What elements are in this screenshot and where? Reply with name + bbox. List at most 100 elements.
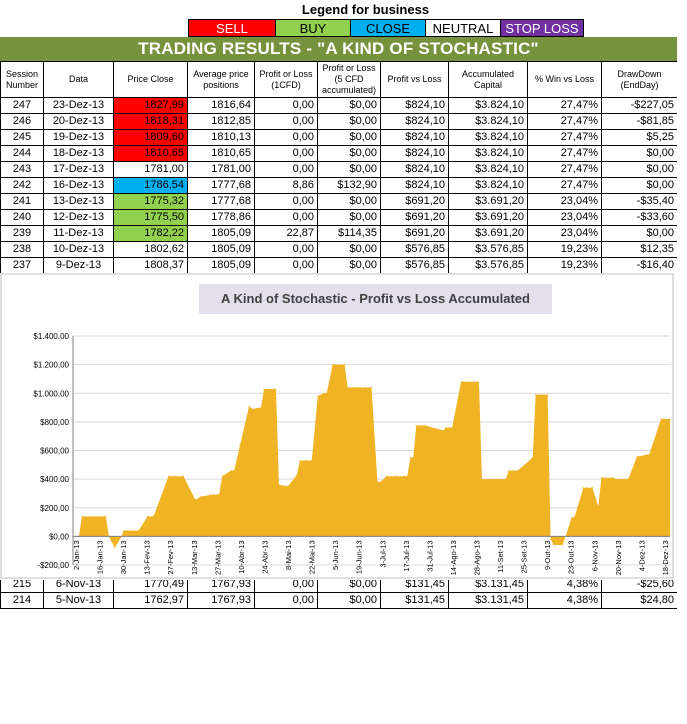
data-point <box>570 517 573 519</box>
cell-dd: $12,35 <box>601 241 677 258</box>
cell-price: 1802,62 <box>113 241 188 258</box>
cell-avg: 1805,09 <box>187 225 255 242</box>
cell-session: 214 <box>0 592 44 609</box>
data-point <box>358 386 361 389</box>
data-point <box>573 516 576 518</box>
data-point <box>561 544 564 546</box>
table-header-row: Session Number Data Price Close Average pri… <box>0 61 677 98</box>
cell-pl5: $132,90 <box>317 177 381 194</box>
cell-session: 247 <box>0 97 44 114</box>
x-tick-label: 31-Jul-13 <box>425 540 434 571</box>
cell-dd: -$227,05 <box>601 97 677 114</box>
cell-pl5: $114,35 <box>317 225 381 242</box>
column-header: Profit or Loss (5 CFD accumulated) <box>317 61 381 98</box>
data-point <box>221 475 223 477</box>
data-point <box>344 364 346 366</box>
legend-item-close: CLOSE <box>350 19 426 37</box>
cell-avg: 1810,13 <box>187 129 255 146</box>
data-point <box>442 429 444 432</box>
data-point <box>326 392 328 394</box>
x-tick-label: 9-Out-13 <box>543 540 552 570</box>
x-tick-label: 23-Out-13 <box>567 540 576 574</box>
cell-avg: 1778,86 <box>187 209 255 226</box>
data-point <box>538 394 540 396</box>
data-point <box>451 427 453 429</box>
cell-date: 12-Dez-13 <box>43 209 114 226</box>
data-point <box>421 424 423 427</box>
cell-date: 6-Nov-13 <box>43 580 114 593</box>
cell-date: 16-Dez-13 <box>43 177 114 194</box>
cell-pl1: 0,00 <box>254 129 318 146</box>
data-point <box>463 381 465 383</box>
cell-win: 23,04% <box>527 193 602 210</box>
legend-item-stop-loss: STOP LOSS <box>500 19 584 37</box>
cell-pvl: $691,20 <box>380 225 449 242</box>
x-tick-label: 22-Mai-13 <box>308 540 317 574</box>
cell-price: 1786,54 <box>113 177 188 194</box>
data-point <box>385 475 388 477</box>
cell-date: 5-Nov-13 <box>43 592 114 609</box>
y-tick-label: $0,00 <box>49 532 70 541</box>
cell-pl5: $0,00 <box>317 580 381 593</box>
column-header: DrawDown (EndDay) <box>601 61 677 98</box>
cell-pl1: 0,00 <box>254 257 318 273</box>
cell-pl5: $0,00 <box>317 161 381 178</box>
cell-win: 27,47% <box>527 177 602 194</box>
cell-price: 1775,50 <box>113 209 188 226</box>
cell-session: 215 <box>0 580 44 593</box>
cell-dd: -$25,60 <box>601 580 677 593</box>
cell-price: 1810,65 <box>113 145 188 162</box>
cell-win: 27,47% <box>527 97 602 114</box>
data-point <box>532 457 534 459</box>
data-point <box>460 381 462 383</box>
cell-pvl: $824,10 <box>380 177 449 194</box>
x-tick-label: 16-Jan-13 <box>96 540 105 574</box>
data-point <box>406 475 408 477</box>
cell-session: 240 <box>0 209 44 226</box>
data-point <box>612 477 614 479</box>
data-point <box>305 459 307 462</box>
cell-price: 1770,49 <box>113 580 188 593</box>
data-point <box>218 493 220 495</box>
cell-date: 11-Dez-13 <box>43 225 114 242</box>
data-point <box>364 386 367 389</box>
cell-session: 241 <box>0 193 44 210</box>
table-row: 239 11-Dez-13 1782,22 1805,09 22,87 $114,35 $6… <box>0 225 677 242</box>
x-tick-label: 30-Jan-13 <box>119 540 128 574</box>
x-tick-label: 27-Fev-13 <box>166 540 175 574</box>
legend-item-sell: SELL <box>188 19 276 37</box>
cell-pl1: 8,86 <box>254 177 318 194</box>
data-point <box>332 364 334 366</box>
cell-date: 9-Dez-13 <box>43 257 114 273</box>
data-point <box>547 394 549 396</box>
data-point <box>194 499 196 501</box>
data-point <box>567 527 570 529</box>
cell-pl1: 0,00 <box>254 592 318 609</box>
cell-price: 1818,31 <box>113 113 188 130</box>
cell-avg: 1767,93 <box>187 580 255 593</box>
cell-price: 1809,60 <box>113 129 188 146</box>
y-tick-label: $1.000,00 <box>33 389 69 398</box>
chart-title: A Kind of Stochastic - Profit vs Loss Ac… <box>221 291 530 306</box>
data-point <box>260 406 262 409</box>
data-point <box>535 394 537 396</box>
data-point <box>114 547 116 549</box>
data-point <box>147 515 149 517</box>
data-point <box>376 481 379 483</box>
cell-pl5: $0,00 <box>317 592 381 609</box>
x-tick-label: 13-Mar-13 <box>190 540 199 575</box>
cell-dd: -$81,85 <box>601 113 677 130</box>
data-point <box>173 475 176 477</box>
table-row: 214 5-Nov-13 1762,97 1767,93 0,00 $0,00 $131,4… <box>0 592 677 609</box>
cell-date: 23-Dez-13 <box>43 97 114 114</box>
x-tick-label: 14-Ago-13 <box>449 540 458 575</box>
table-row: 238 10-Dez-13 1802,62 1805,09 0,00 $0,00 $576,… <box>0 241 677 258</box>
data-point <box>412 457 414 459</box>
table-row: 243 17-Dez-13 1781,00 1781,00 0,00 $0,00 $824,… <box>0 161 677 178</box>
column-header: Profit or Loss (1CFD) <box>254 61 318 98</box>
cell-dd: $24,80 <box>601 592 677 609</box>
cell-win: 19,23% <box>527 257 602 273</box>
cell-win: 19,23% <box>527 241 602 258</box>
cell-dd: $0,00 <box>601 161 677 178</box>
data-point <box>299 459 301 462</box>
